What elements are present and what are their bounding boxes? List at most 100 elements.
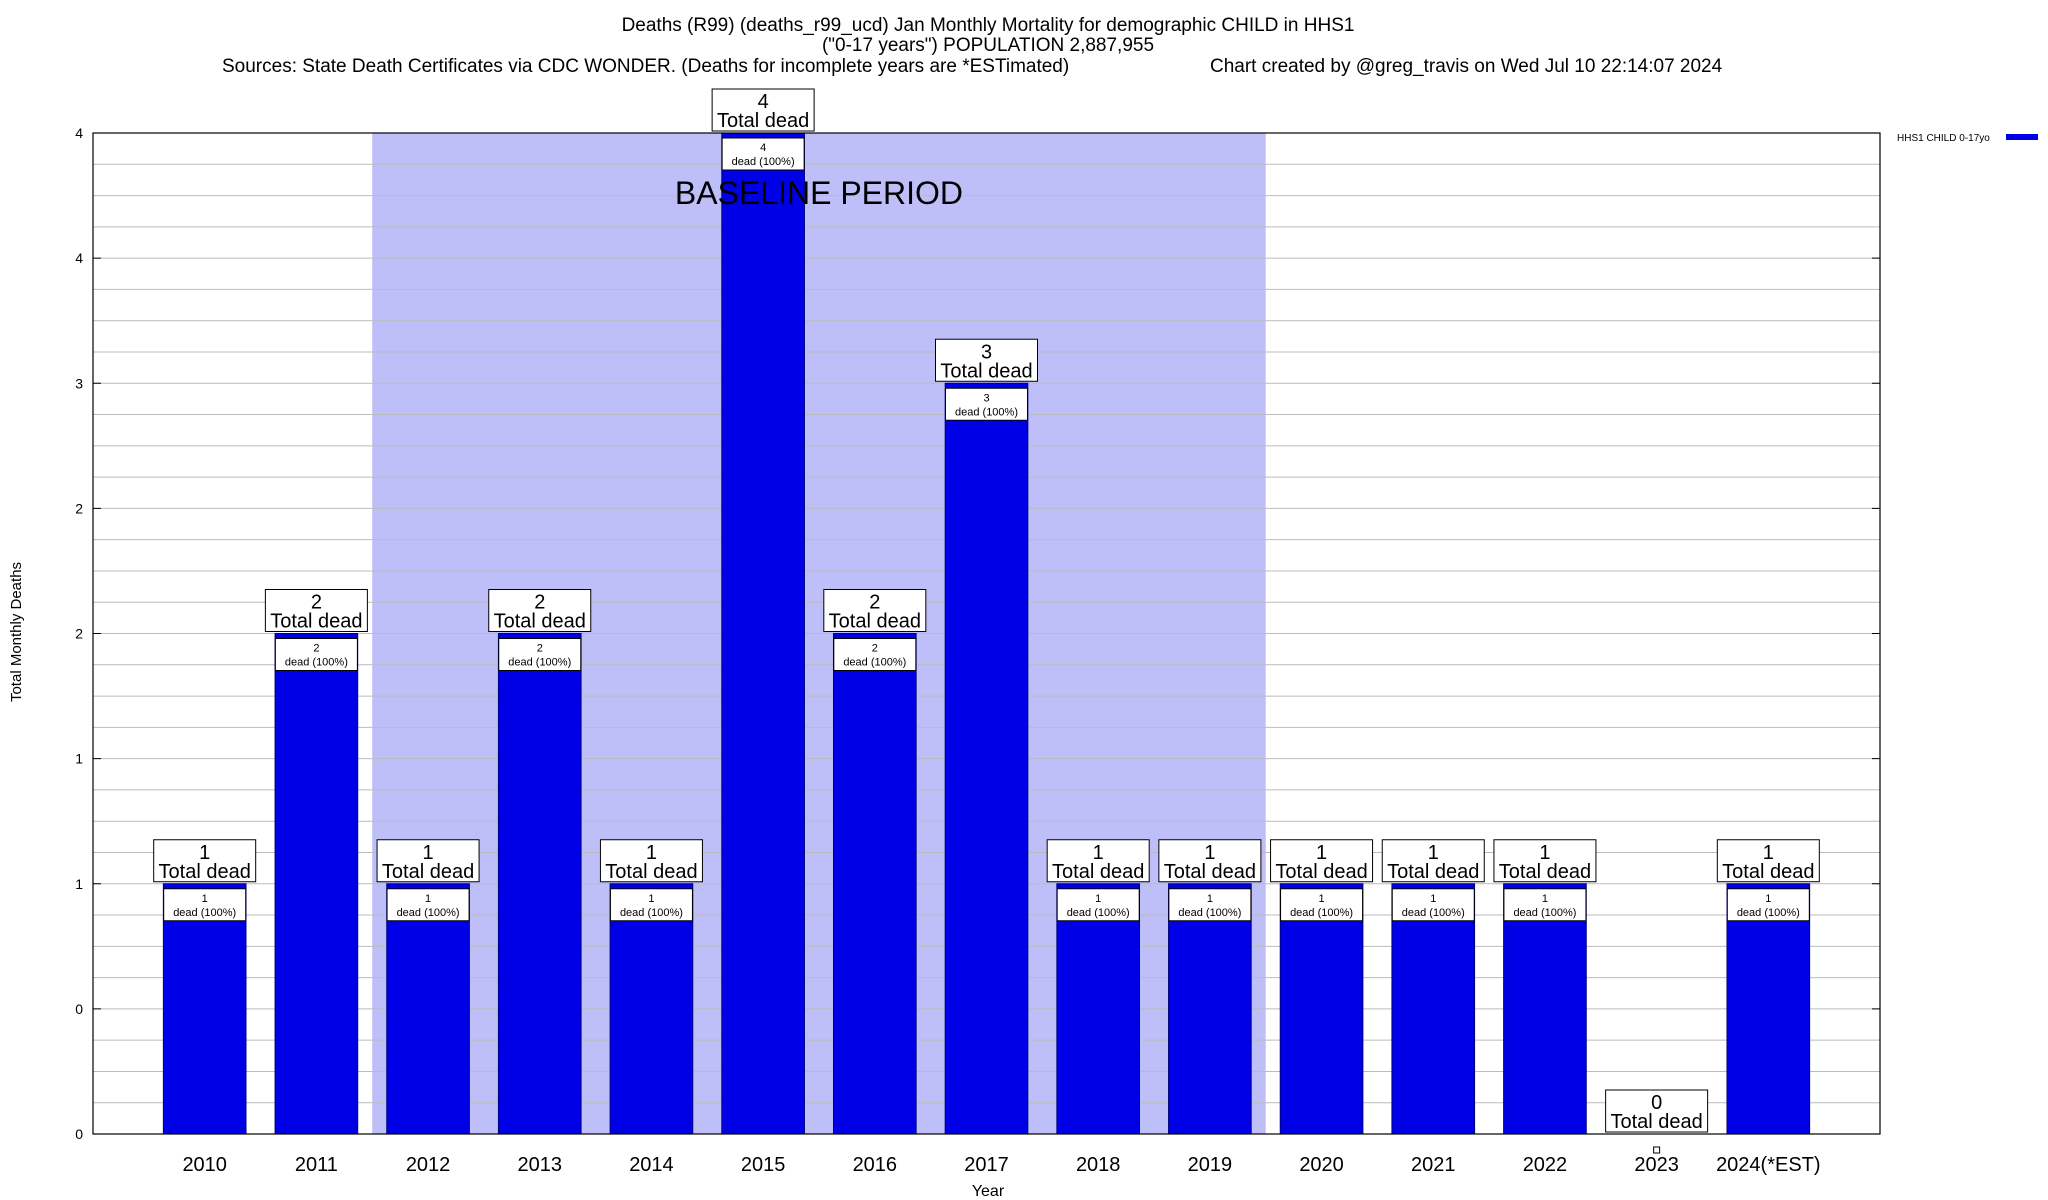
x-tick-label: 2014: [629, 1154, 674, 1176]
bar-total-value: 3: [981, 341, 992, 363]
bar-total-label-box: [1046, 839, 1150, 883]
y-tick-label: 3: [75, 375, 83, 391]
bar-inner-value: 2: [872, 643, 878, 655]
bar: [609, 883, 694, 1135]
bar-inner-value: 4: [760, 142, 766, 154]
chart-sources: Sources: State Death Certificates via CD…: [222, 56, 1069, 77]
bar-total-value: 0: [1651, 1092, 1662, 1114]
bar-inner-label: dead (100%): [1737, 907, 1800, 919]
bar-inner-value: 1: [202, 893, 208, 905]
empty-bar-marker: [1653, 1146, 1661, 1154]
bar-inner-value: 1: [1207, 893, 1213, 905]
bar-total-label: Total dead: [605, 861, 697, 883]
x-axis-label: Year: [972, 1183, 1005, 1200]
bar-inner-value: 3: [983, 392, 989, 404]
bar-inner-label-box: [833, 638, 917, 671]
bar-inner-value: 2: [313, 643, 319, 655]
bar: [944, 382, 1029, 1135]
bar-total-value: 1: [1316, 842, 1327, 864]
bar-total-label-box: [1381, 839, 1485, 883]
bar-total-label: Total dead: [1275, 861, 1367, 883]
bar-inner-label-box: [1280, 888, 1364, 922]
bar-inner-label-box: [1391, 888, 1475, 922]
x-tick-label: 2016: [853, 1154, 898, 1176]
bar-total-label: Total dead: [382, 861, 474, 883]
bar-inner-label: dead (100%): [1290, 907, 1353, 919]
bar-inner-label-box: [498, 638, 582, 671]
bar-inner-value: 1: [1765, 893, 1771, 905]
bar-total-label-box: [264, 589, 368, 632]
bar-total-label-box: [1270, 839, 1374, 883]
chart-title-line1: Deaths (R99) (deaths_r99_ucd) Jan Monthl…: [622, 15, 1355, 36]
bar-total-label: Total dead: [829, 611, 921, 633]
bar-inner-label-box: [386, 888, 470, 922]
bar-inner-label: dead (100%): [1402, 907, 1465, 919]
bar-inner-label: dead (100%): [843, 657, 906, 669]
x-tick-label: 2024(*EST): [1716, 1154, 1821, 1176]
y-tick-label: 1: [75, 876, 83, 892]
bar-inner-label-box: [274, 638, 358, 671]
bar-total-label: Total dead: [270, 611, 362, 633]
bar: [497, 633, 582, 1135]
bar-total-label-box: [711, 88, 815, 132]
y-tick-label: 0: [75, 1001, 83, 1017]
bar: [1168, 883, 1252, 1135]
bar-total-label: Total dead: [1499, 861, 1591, 883]
chart-title-line2: ("0-17 years") POPULATION 2,887,955: [822, 35, 1154, 56]
bar-total-value: 1: [199, 842, 210, 864]
y-axis-label: Total Monthly Deaths: [8, 562, 25, 702]
bar-total-label: Total dead: [159, 861, 251, 883]
bar-total-label-box: [1493, 839, 1597, 883]
bar-inner-label: dead (100%): [285, 657, 348, 669]
x-tick-label: 2020: [1299, 1154, 1344, 1176]
bar-inner-label: dead (100%): [955, 406, 1018, 418]
bar-inner-label: dead (100%): [1067, 907, 1130, 919]
bar-inner-label-box: [609, 888, 693, 922]
bar: [1726, 883, 1811, 1135]
bar: [1391, 883, 1476, 1135]
bar-total-value: 4: [758, 91, 769, 113]
bar-inner-label-box: [945, 387, 1028, 421]
bar-total-label-box: [1716, 839, 1820, 883]
plot-frame: [92, 132, 1881, 1135]
x-tick-label: 2022: [1523, 1154, 1568, 1176]
bar-total-value: 1: [646, 842, 657, 864]
legend-label: HHS1 CHILD 0-17yo: [1897, 133, 1990, 144]
x-tick-label: 2012: [406, 1154, 451, 1176]
bar-total-label-box: [823, 589, 927, 632]
bar-total-value: 1: [1093, 842, 1104, 864]
y-tick-label: 4: [75, 125, 83, 141]
baseline-period-label: BASELINE PERIOD: [675, 175, 963, 211]
bar: [162, 883, 247, 1135]
bar-inner-label-box: [163, 888, 247, 922]
bar-total-label-box: [376, 839, 480, 883]
bars-layer: [162, 132, 1811, 1154]
bar-total-label-box: [153, 839, 257, 883]
x-tick-label: 2010: [182, 1154, 227, 1176]
bar-inner-value: 1: [1319, 893, 1325, 905]
bar-total-value: 2: [311, 592, 322, 614]
bar-total-label: Total dead: [1722, 861, 1814, 883]
bar-total-label-box: [1158, 839, 1262, 883]
bar-inner-value: 1: [1430, 893, 1436, 905]
x-tick-label: 2019: [1188, 1154, 1233, 1176]
x-tick-label: 2013: [518, 1154, 563, 1176]
bar-total-label-box: [1605, 1089, 1709, 1133]
y-tick-label: 2: [75, 500, 83, 516]
bar: [1503, 883, 1587, 1135]
bar-total-label: Total dead: [1610, 1111, 1702, 1133]
bar: [721, 132, 805, 1135]
legend: HHS1 CHILD 0-17yo: [1897, 133, 2038, 144]
bar-inner-label-box: [721, 137, 805, 171]
x-tick-label: 2021: [1411, 1154, 1456, 1176]
x-tick-label: 2018: [1076, 1154, 1121, 1176]
bar-total-value: 1: [423, 842, 434, 864]
x-tick-label: 2011: [295, 1154, 338, 1176]
bar-inner-value: 2: [537, 643, 543, 655]
bar-total-label: Total dead: [717, 110, 809, 132]
bar-total-label: Total dead: [494, 611, 586, 633]
bar-inner-label-box: [1726, 888, 1810, 922]
bar-total-label-box: [488, 589, 592, 632]
bar-total-label: Total dead: [940, 360, 1032, 382]
bar-inner-label: dead (100%): [173, 907, 236, 919]
